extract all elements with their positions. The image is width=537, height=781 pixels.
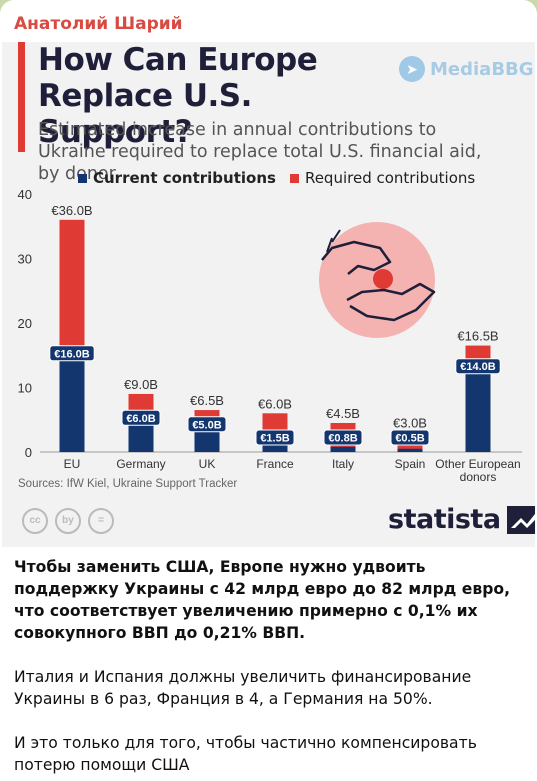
data-label-badge (121, 409, 161, 426)
license-icons: cc by = (22, 508, 114, 534)
x-tick-label: EU (64, 457, 81, 471)
chart-image[interactable]: How Can Europe Replace U.S. Support? Est… (2, 42, 535, 547)
chart-sources: Sources: IfW Kiel, Ukraine Support Track… (18, 478, 238, 490)
data-label-current: €5.0B (192, 419, 221, 431)
data-label-badge (323, 429, 363, 446)
data-label-badge (187, 416, 227, 433)
x-tick-label: donors (460, 470, 497, 482)
data-label-required: €36.0B (51, 203, 92, 218)
telegram-icon: ➤ (399, 56, 425, 82)
legend-item-current: Current contributions (78, 169, 276, 187)
message-paragraph-2: Италия и Испания должны увеличить финанс… (14, 668, 472, 708)
attribution-icon: by (55, 508, 81, 534)
message-text: Чтобы заменить США, Европе нужно удвоить… (14, 556, 526, 781)
bar-current (262, 442, 288, 452)
data-label-current: €6.0B (126, 413, 155, 425)
data-label-current: €0.8B (328, 433, 357, 445)
data-label-required: €6.5B (190, 393, 224, 408)
data-label-required: €9.0B (124, 377, 158, 392)
x-tick-label: Spain (395, 457, 426, 471)
statista-wordmark: statista (388, 504, 501, 535)
noderivs-icon: = (88, 508, 114, 534)
legend-item-required: Required contributions (289, 169, 476, 187)
chart-subtitle: Estimated increase in annual contributio… (38, 120, 482, 184)
message-paragraph-1: Чтобы заменить США, Европе нужно удвоить… (14, 558, 510, 642)
data-label-required: €3.0B (393, 416, 427, 431)
bar-current (465, 361, 491, 452)
statista-logo: statista (388, 504, 535, 535)
accent-bar (18, 42, 25, 152)
data-label-required: €6.0B (258, 396, 292, 411)
y-tick-label: 10 (18, 381, 32, 396)
y-tick-label: 0 (25, 445, 32, 460)
y-tick-label: 20 (18, 316, 32, 331)
bar-current (59, 348, 85, 452)
bar-current (330, 446, 356, 452)
legend-label-required: Required contributions (304, 169, 476, 187)
data-label-badge (49, 345, 95, 362)
x-tick-label: France (256, 457, 294, 471)
data-label-current: €0.5B (395, 433, 424, 445)
message-paragraph-3: И это только для того, чтобы частично ко… (14, 734, 477, 774)
x-tick-label: Germany (116, 457, 165, 471)
watermark: ➤ MediaBBG (399, 56, 534, 82)
bar-chart: 0 10 20 30 40 €36.0B €16.0B EU €9.0B €6.0B Germany… (18, 187, 522, 482)
x-tick-label: UK (199, 457, 216, 471)
data-label-current: €14.0B (460, 361, 496, 373)
x-tick-label: Italy (332, 457, 354, 471)
data-label-badge (255, 429, 295, 446)
x-tick-label: Other European (435, 457, 520, 471)
y-tick-label: 30 (18, 252, 32, 267)
data-label-badge (390, 429, 430, 446)
watermark-text: MediaBBG (430, 58, 534, 80)
message-author[interactable]: Анатолий Шарий (14, 14, 183, 34)
data-label-current: €16.0B (54, 348, 90, 360)
statista-mark-icon (506, 505, 535, 534)
bar-current (397, 448, 423, 452)
data-label-current: €1.5B (260, 433, 289, 445)
chart-title: How Can Europe Replace U.S. Support? (38, 42, 318, 150)
hands-coin-illustration (319, 222, 436, 338)
data-label-badge (455, 358, 501, 375)
data-label-required: €4.5B (326, 406, 360, 421)
y-tick-label: 40 (18, 187, 32, 202)
chart-legend: Current contributions Required contribut… (78, 169, 475, 187)
legend-label-current: Current contributions (93, 169, 276, 187)
cc-icon: cc (22, 508, 48, 534)
data-label-required: €16.5B (457, 329, 498, 344)
